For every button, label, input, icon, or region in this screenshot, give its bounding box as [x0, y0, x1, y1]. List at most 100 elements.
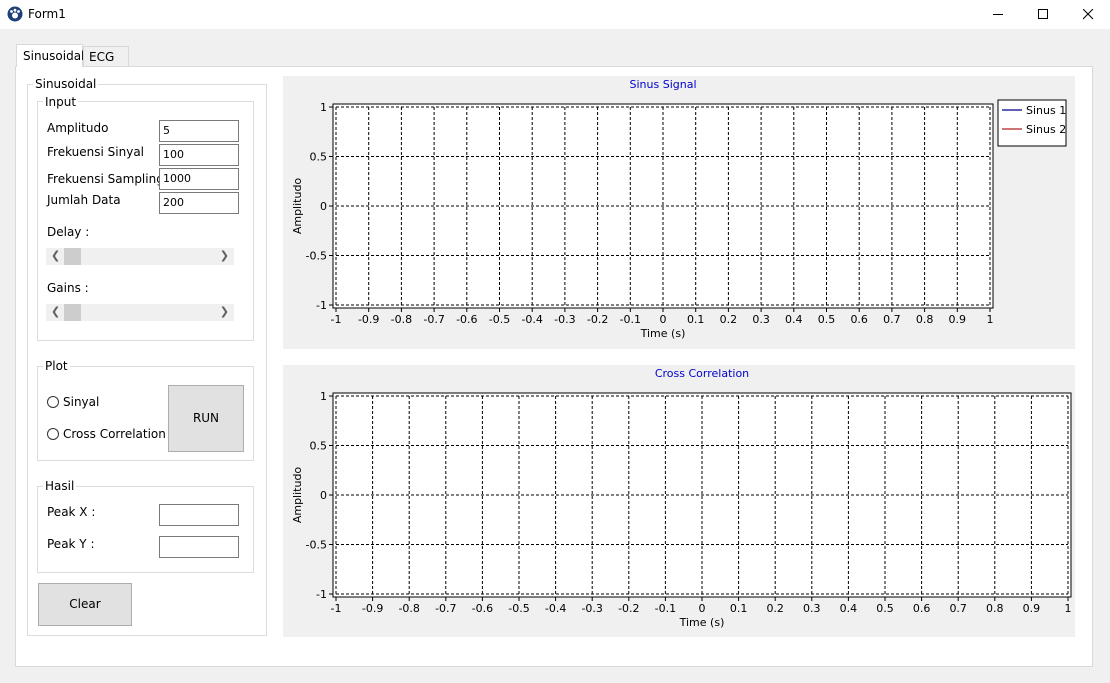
x-tick-label: 0.8: [916, 313, 934, 326]
x-tick-label: -0.2: [618, 602, 639, 615]
hasil-group-label: Hasil: [43, 479, 77, 493]
x-tick-label: -0.7: [423, 313, 444, 326]
x-tick-label: -1: [331, 602, 342, 615]
cross-correlation-radio[interactable]: [47, 428, 59, 440]
y-tick-label: 0: [320, 489, 327, 502]
plot-group-label: Plot: [43, 359, 70, 373]
x-tick-label: -0.1: [655, 602, 676, 615]
x-tick-label: -0.6: [472, 602, 493, 615]
amplitudo-label: Amplitudo: [47, 121, 109, 135]
x-tick-label: -0.9: [358, 313, 379, 326]
y-tick-label: 0.5: [310, 440, 328, 453]
x-tick-label: 0: [699, 602, 706, 615]
legend-label: Sinus 2: [1026, 123, 1066, 136]
frekuensi-sampling-label: Frekuensi Sampling: [47, 172, 164, 186]
x-tick-label: -0.6: [456, 313, 477, 326]
y-axis-label: Amplitudo: [291, 467, 304, 524]
tab-ecg[interactable]: ECG: [83, 46, 129, 66]
x-tick-label: -0.8: [391, 313, 412, 326]
gains-label: Gains :: [47, 281, 89, 295]
x-axis-label: Time (s): [679, 616, 725, 629]
legend: [997, 99, 1067, 147]
delay-label: Delay :: [47, 225, 90, 239]
jumlah-data-input[interactable]: 200: [159, 192, 239, 214]
x-tick-label: 0: [660, 313, 667, 326]
y-tick-label: -0.5: [306, 539, 327, 552]
y-tick-label: -1: [316, 588, 327, 601]
x-tick-label: -0.3: [581, 602, 602, 615]
sinyal-radio-label[interactable]: Sinyal: [63, 395, 100, 409]
x-tick-label: 0.4: [785, 313, 803, 326]
x-tick-label: -0.8: [398, 602, 419, 615]
y-axis-label: Amplitudo: [291, 178, 304, 235]
delay-scrollbar[interactable]: ❮ ❯: [46, 248, 234, 265]
scroll-thumb[interactable]: [64, 304, 81, 321]
minimize-button[interactable]: [975, 0, 1021, 29]
x-tick-label: 0.2: [720, 313, 738, 326]
title-bar: [0, 0, 1110, 29]
x-tick-label: 0.6: [913, 602, 931, 615]
frekuensi-sinyal-input[interactable]: 100: [159, 144, 239, 166]
minimize-icon: [993, 14, 1003, 15]
gains-scrollbar[interactable]: ❮ ❯: [46, 304, 234, 321]
y-tick-label: 1: [320, 390, 327, 403]
x-tick-label: 0.7: [883, 313, 901, 326]
x-tick-label: -0.7: [435, 602, 456, 615]
cross-correlation-chart-svg: Cross Correlation -1 -0.9 -0.8 -0.7 -0.6 -0.5 -…: [291, 367, 1072, 629]
x-tick-label: -0.2: [587, 313, 608, 326]
chart-cross-correlation: Cross Correlation -1 -0.9 -0.8 -0.7 -0.6 -0.5 -…: [283, 365, 1075, 637]
x-tick-label: 1: [1065, 602, 1072, 615]
input-group-label: Input: [43, 95, 79, 109]
x-tick-label: -0.3: [554, 313, 575, 326]
x-tick-label: 0.4: [840, 602, 858, 615]
y-tick-label: -0.5: [306, 250, 327, 263]
legend-label: Sinus 1: [1026, 104, 1066, 117]
y-tick-label: 1: [320, 101, 327, 114]
jumlah-data-label: Jumlah Data: [47, 193, 121, 207]
x-tick-label: 0.9: [1023, 602, 1041, 615]
peak-x-output[interactable]: [159, 504, 239, 526]
maximize-button[interactable]: [1020, 0, 1066, 29]
x-tick-label: 0.1: [687, 313, 705, 326]
chart-sinus-signal: Sinus Signal -1 -0.9 -0.8 -0.7 -0.6 -0.5 -0.4 -0…: [283, 76, 1075, 349]
peak-y-label: Peak Y :: [47, 537, 95, 551]
y-tick-label: 0.5: [310, 151, 328, 164]
x-tick-label: 0.2: [766, 602, 784, 615]
cross-correlation-radio-label[interactable]: Cross Correlation: [63, 427, 166, 441]
run-button[interactable]: RUN: [168, 385, 244, 452]
hasil-groupbox: [37, 486, 254, 573]
sinyal-radio[interactable]: [47, 396, 59, 408]
x-tick-label: 0.3: [752, 313, 770, 326]
chart-title: Cross Correlation: [655, 367, 749, 380]
close-button[interactable]: [1065, 0, 1110, 29]
peak-x-label: Peak X :: [47, 505, 96, 519]
peak-y-output[interactable]: [159, 536, 239, 558]
x-tick-label: 0.6: [850, 313, 868, 326]
x-axis-label: Time (s): [640, 327, 686, 340]
scroll-thumb[interactable]: [64, 248, 81, 265]
plot-groupbox: [37, 366, 254, 461]
scroll-right-icon[interactable]: ❯: [219, 249, 229, 262]
sinusoidal-group-label: Sinusoidal: [33, 77, 99, 91]
y-tick-label: -1: [316, 299, 327, 312]
x-tick-label: -0.5: [508, 602, 529, 615]
x-tick-label: 1: [987, 313, 994, 326]
x-tick-label: -0.4: [545, 602, 566, 615]
x-tick-label: 0.5: [818, 313, 836, 326]
tab-sinusoidal[interactable]: Sinusoidal: [16, 44, 84, 67]
scroll-left-icon[interactable]: ❮: [51, 249, 61, 262]
x-tick-label: 0.9: [949, 313, 967, 326]
amplitudo-input[interactable]: 5: [159, 120, 239, 142]
x-tick-label: -0.1: [620, 313, 641, 326]
scroll-right-icon[interactable]: ❯: [219, 305, 229, 318]
x-tick-label: -0.4: [521, 313, 542, 326]
frekuensi-sinyal-label: Frekuensi Sinyal: [47, 145, 145, 159]
app-icon: [7, 6, 23, 22]
frekuensi-sampling-input[interactable]: 1000: [159, 168, 239, 190]
clear-button[interactable]: Clear: [38, 583, 132, 626]
input-groupbox: [37, 101, 254, 341]
sinusoidal-groupbox: [27, 84, 267, 636]
scroll-left-icon[interactable]: ❮: [51, 305, 61, 318]
close-icon: [1083, 9, 1094, 20]
x-tick-label: -1: [331, 313, 342, 326]
